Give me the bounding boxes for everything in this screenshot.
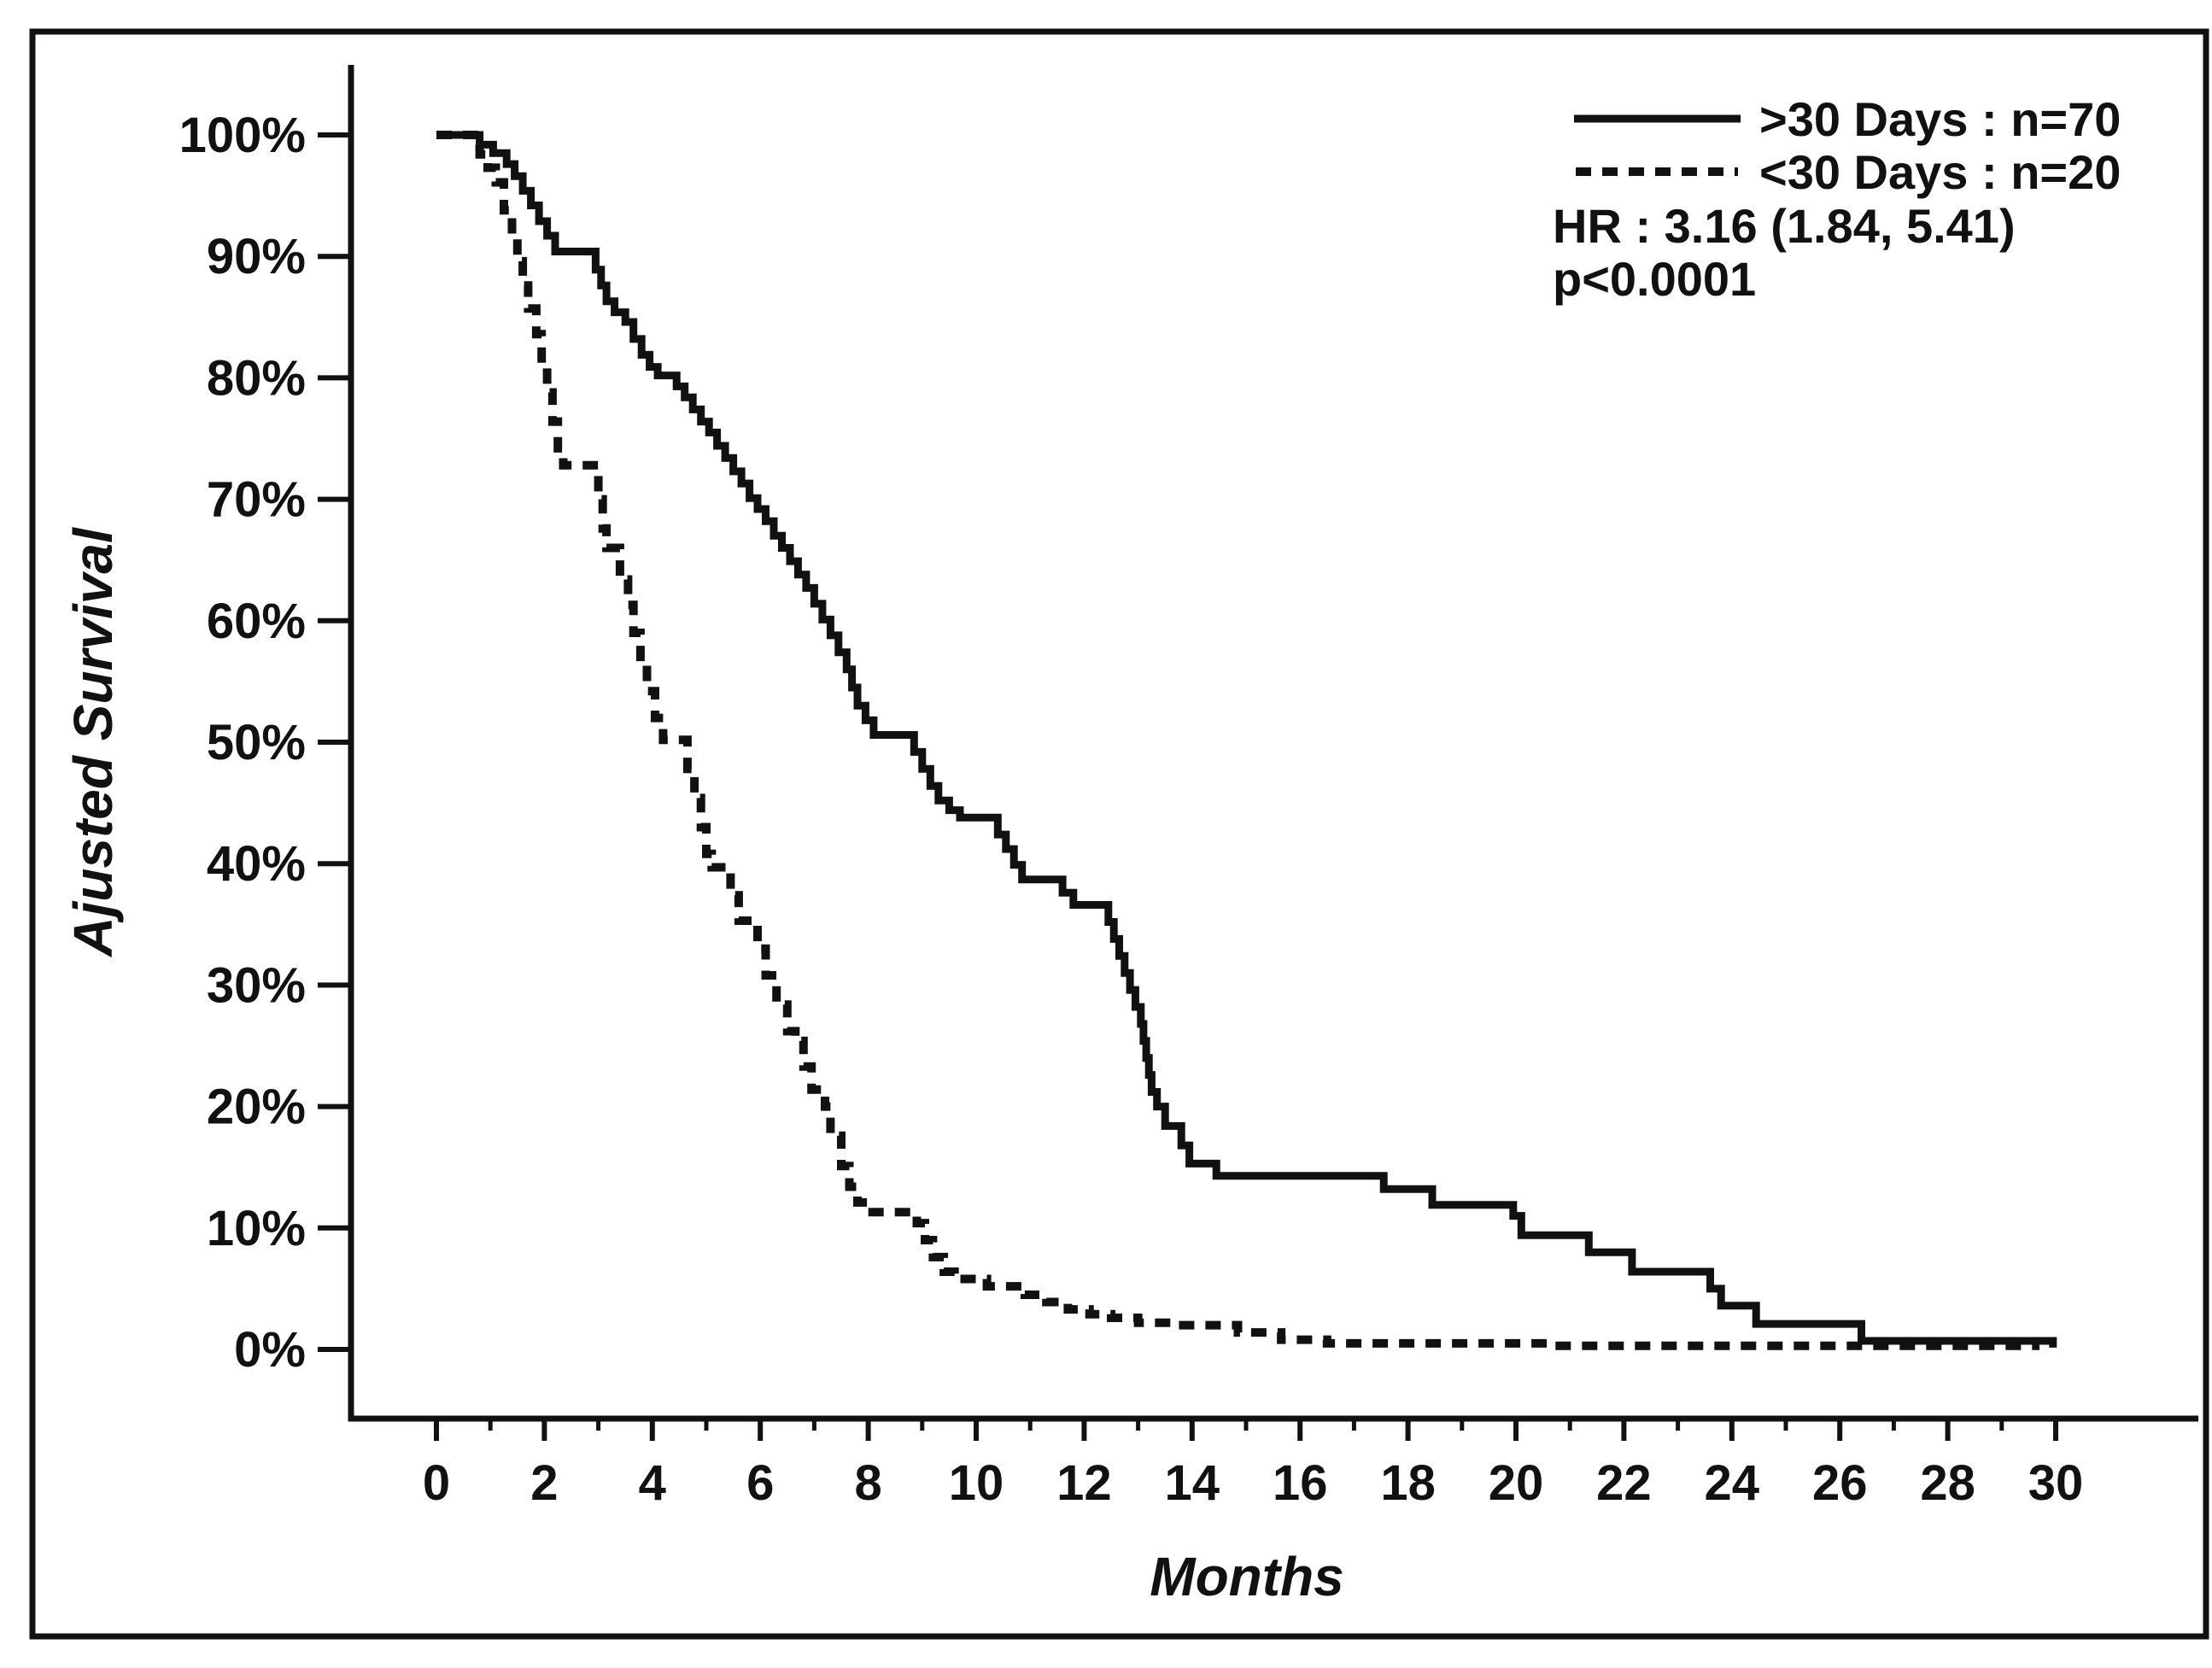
x-tick-label: 10 xyxy=(949,1455,1004,1511)
x-tick-label: 20 xyxy=(1489,1455,1544,1511)
x-tick-label: 2 xyxy=(530,1455,558,1511)
y-tick-label: 40% xyxy=(207,836,306,892)
x-tick-label: 12 xyxy=(1056,1455,1112,1511)
y-tick-label: 50% xyxy=(207,715,306,770)
x-tick-label: 26 xyxy=(1812,1455,1868,1511)
x-tick-label: 6 xyxy=(746,1455,774,1511)
axes xyxy=(318,65,2198,1441)
x-tick-label: 0 xyxy=(423,1455,450,1511)
legend-label-lt30: <30 Days : n=20 xyxy=(1759,145,2121,199)
x-tick-label: 28 xyxy=(1920,1455,1975,1511)
x-tick-label: 18 xyxy=(1380,1455,1436,1511)
figure-border xyxy=(29,28,2209,1640)
series-gt30-curve xyxy=(436,131,2057,1348)
y-tick-label: 70% xyxy=(207,472,306,528)
y-tick-label: 60% xyxy=(207,594,306,649)
x-tick-label: 16 xyxy=(1273,1455,1328,1511)
x-tick-label: 8 xyxy=(854,1455,881,1511)
x-tick-label: 30 xyxy=(2028,1455,2084,1511)
p-value-annotation: p<0.0001 xyxy=(1553,252,1756,306)
x-tick-labels: 0 2 4 6 8 10 12 14 16 18 20 22 24 26 28 30 xyxy=(423,1455,2083,1511)
y-tick-label: 10% xyxy=(207,1201,306,1256)
y-tick-label: 80% xyxy=(207,350,306,406)
y-tick-labels: 0% 10% 20% 30% 40% 50% 60% 70% 80% 90% 100% xyxy=(179,108,306,1378)
y-tick-label: 20% xyxy=(207,1080,306,1135)
legend-line-samples xyxy=(1574,114,1741,176)
y-tick-label: 90% xyxy=(207,229,306,284)
x-tick-label: 4 xyxy=(639,1455,666,1511)
series-lt30-curve xyxy=(436,131,2039,1350)
x-tick-label: 24 xyxy=(1705,1455,1760,1511)
hazard-ratio-annotation: HR : 3.16 (1.84, 5.41) xyxy=(1553,199,2016,253)
series-curves xyxy=(436,131,2057,1350)
y-tick-label: 30% xyxy=(207,957,306,1013)
y-axis-title: Ajusted Survival xyxy=(62,527,124,958)
y-tick-label: 0% xyxy=(234,1322,306,1378)
y-tick-label: 100% xyxy=(179,108,306,163)
x-tick-label: 14 xyxy=(1165,1455,1220,1511)
x-axis-title: Months xyxy=(1150,1546,1344,1607)
x-tick-label: 22 xyxy=(1596,1455,1652,1511)
legend-label-gt30: >30 Days : n=70 xyxy=(1759,92,2121,146)
